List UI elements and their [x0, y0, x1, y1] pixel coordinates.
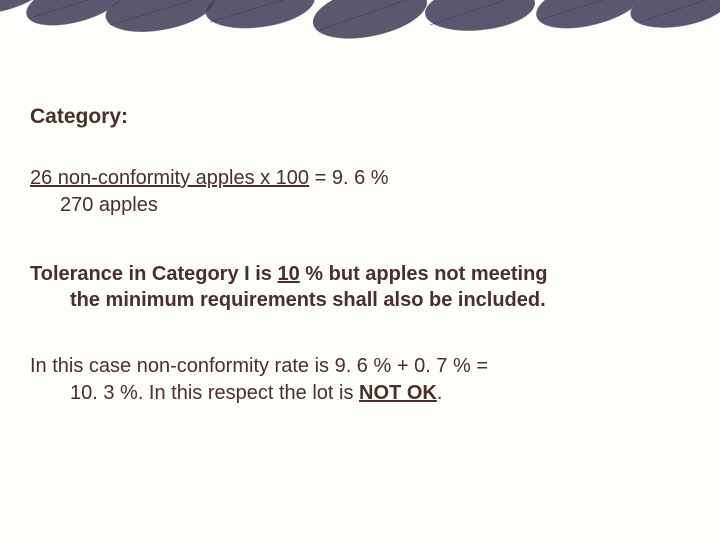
conclusion-line2-post: .: [437, 382, 443, 404]
decorative-header-band: [0, 0, 720, 70]
feather-decoration: [0, 0, 720, 70]
tolerance-ten: 10: [277, 263, 299, 285]
tolerance-line1-post: % but apples not meeting: [300, 263, 548, 285]
not-ok-emphasis: NOT OK: [359, 382, 437, 404]
slide-content: Category: 26 non-conformity apples x 100…: [30, 105, 690, 407]
category-heading: Category:: [30, 105, 690, 129]
fraction-denominator: 270 apples: [60, 192, 690, 219]
calculation-fraction: 26 non-conformity apples x 100 = 9. 6 % …: [30, 165, 690, 219]
conclusion-line2: 10. 3 %. In this respect the lot is NOT …: [70, 380, 690, 407]
fraction-result: 9. 6 %: [332, 167, 389, 189]
conclusion-line1: In this case non-conformity rate is 9. 6…: [30, 355, 488, 377]
fraction-equals: =: [309, 167, 332, 189]
tolerance-line1-pre: Tolerance in Category I is: [30, 263, 277, 285]
conclusion-line2-pre: 10. 3 %. In this respect the lot is: [70, 382, 359, 404]
conclusion-paragraph: In this case non-conformity rate is 9. 6…: [30, 353, 690, 407]
fraction-numerator: 26 non-conformity apples x 100: [30, 167, 309, 189]
tolerance-line2: the minimum requirements shall also be i…: [70, 287, 690, 313]
tolerance-paragraph: Tolerance in Category I is 10 % but appl…: [30, 261, 690, 313]
